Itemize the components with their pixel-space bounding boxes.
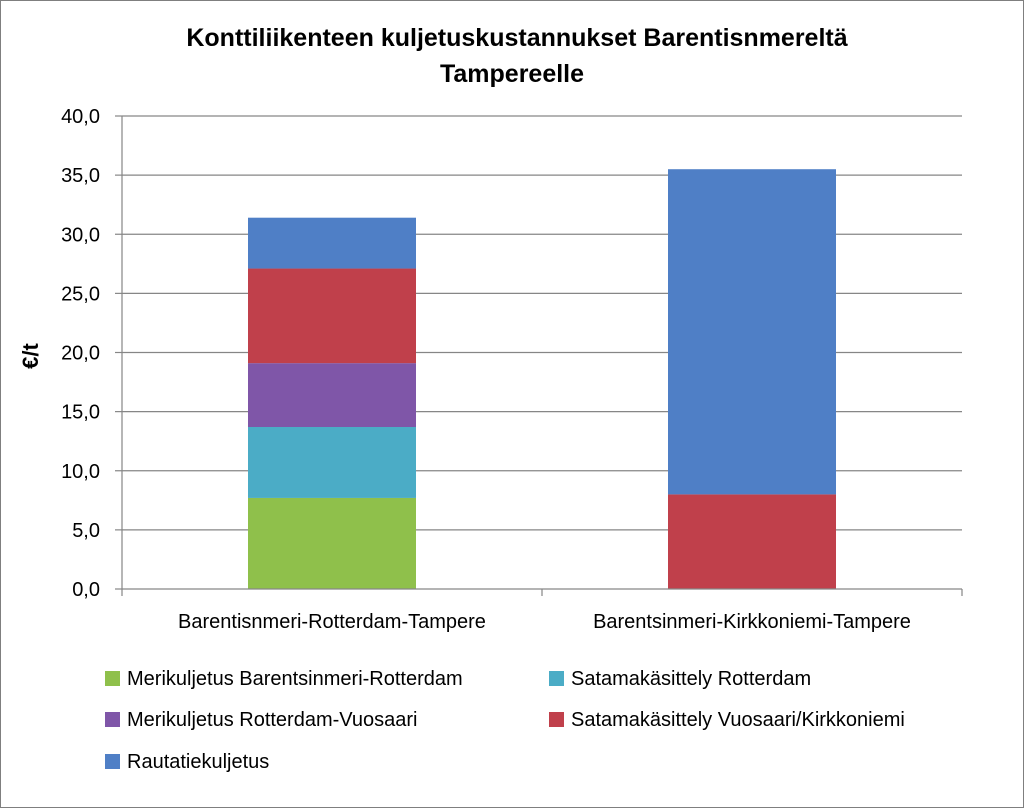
chart-title-line-2: Tampereelle	[440, 60, 584, 88]
y-tick-label: 10,0	[61, 461, 100, 483]
bars	[248, 169, 836, 589]
y-tick-label: 15,0	[61, 402, 100, 424]
legend-swatch	[549, 671, 564, 686]
bar-segment	[248, 217, 416, 269]
category-labels: Barentisnmeri-Rotterdam-Tampere Barentsin…	[178, 611, 911, 633]
legend-entry: Merikuljetus Rotterdam-Vuosaari	[127, 709, 417, 731]
y-tick-label: 5,0	[72, 520, 100, 542]
y-axis-label: €/t	[18, 342, 43, 368]
bar-segment	[248, 497, 416, 589]
legend-swatch	[105, 754, 120, 769]
legend-swatch	[549, 712, 564, 727]
y-tick-label: 40,0	[61, 106, 100, 128]
y-tick-label: 35,0	[61, 165, 100, 187]
legend-entry: Satamakäsittely Vuosaari/Kirkkoniemi	[571, 709, 905, 731]
legend: Merikuljetus Barentsinmeri-Rotterdam Sata…	[105, 668, 905, 773]
bar-segment	[248, 426, 416, 498]
category-label: Barentisnmeri-Rotterdam-Tampere	[178, 611, 486, 633]
legend-entry: Satamakäsittely Rotterdam	[571, 668, 811, 690]
legend-swatch	[105, 671, 120, 686]
bar-segment	[668, 494, 836, 589]
y-tick-label: 0,0	[72, 579, 100, 601]
legend-entry: Merikuljetus Barentsinmeri-Rotterdam	[127, 668, 463, 690]
y-tick-label: 20,0	[61, 343, 100, 365]
legend-swatch	[105, 712, 120, 727]
category-label: Barentsinmeri-Kirkkoniemi-Tampere	[593, 611, 911, 633]
legend-entry: Rautatiekuljetus	[127, 751, 269, 773]
chart-title-line-1: Konttiliikenteen kuljetuskustannukset Ba…	[186, 24, 847, 52]
y-tick-label: 30,0	[61, 224, 100, 246]
axes	[115, 115, 963, 596]
bar-segment	[668, 169, 836, 495]
y-tick-labels: 0,0 5,0 10,0 15,0 20,0 25,0 30,0 35,0 40,0	[61, 106, 100, 601]
y-tick-label: 25,0	[61, 283, 100, 305]
bar-segment	[248, 363, 416, 427]
bar-segment	[248, 268, 416, 364]
